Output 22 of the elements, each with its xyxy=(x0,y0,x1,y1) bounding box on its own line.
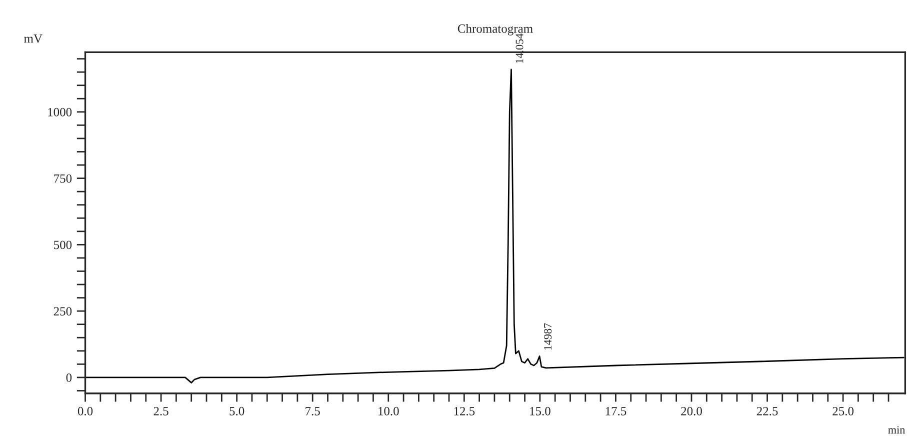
annotation: 14987 xyxy=(544,323,552,350)
x-tick-label: 5.0 xyxy=(230,406,244,416)
chart-title: Chromatogram xyxy=(458,24,533,36)
x-axis-title: min xyxy=(888,426,906,434)
y-tick-label: 500 xyxy=(54,240,72,250)
x-tick-label: 20.0 xyxy=(681,406,702,416)
x-tick-label: 22.5 xyxy=(756,406,778,416)
x-tick-label: 0.0 xyxy=(78,406,93,416)
y-tick-label: 1000 xyxy=(48,108,72,116)
x-tick-label: 7.5 xyxy=(306,407,320,416)
x-tick-label: 15.0 xyxy=(530,406,550,416)
y-tick-label: 250 xyxy=(54,307,72,316)
x-tick-label: 10.0 xyxy=(378,406,399,416)
y-tick-label: 0 xyxy=(66,373,72,382)
x-tick-label: 25.0 xyxy=(832,406,854,416)
x-tick-label: 2.5 xyxy=(154,406,168,416)
y-tick-label: 750 xyxy=(54,174,72,183)
x-tick-label: 17.5 xyxy=(606,406,626,416)
y-axis-title: mV xyxy=(24,34,42,43)
line-series xyxy=(85,68,904,384)
x-tick-label: 12.5 xyxy=(454,406,475,416)
annotation: 14.054 xyxy=(516,33,524,63)
